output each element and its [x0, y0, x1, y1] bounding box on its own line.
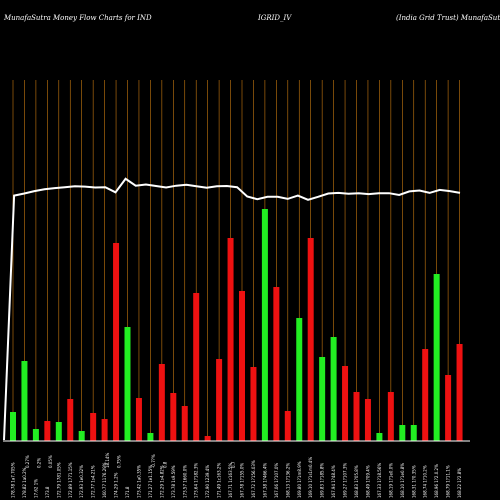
- x-tick-label: 169.83 1?185.8%: [320, 463, 325, 498]
- money-flow-bar: [113, 243, 120, 441]
- x-tick-label: 172.89 1771.15%: [68, 462, 73, 498]
- money-flow-bar: [433, 274, 440, 441]
- money-flow-bar: [364, 399, 371, 441]
- x-tick-label: 169.80 1?1m8.9%: [297, 461, 302, 498]
- x-tick-label: 168.13 1?136.2%: [285, 463, 290, 498]
- x-tick-label: 167.06 1?107.0%: [274, 463, 279, 498]
- x-tick-label: 172.77 1s4.21%: [91, 465, 96, 498]
- money-flow-bar: [181, 406, 188, 441]
- x-tick-label-extra: 0.8: [162, 461, 167, 468]
- x-tick-label: 167.33 1?18.56%: [377, 463, 382, 498]
- chart-title-left: MunafaSutra Money Flow Charts for IND: [3, 14, 152, 22]
- money-flow-bar: [67, 399, 74, 441]
- money-flow-bar: [216, 359, 223, 441]
- x-tick-label: 168.83 1?05.8%: [354, 465, 359, 498]
- x-tick-label: 168.22 1?2.8%: [457, 468, 462, 498]
- x-tick-label: 167.38 1?466.4%: [262, 463, 267, 498]
- x-tick-label: 168.74 1?10.2%: [423, 465, 428, 498]
- money-flow-bar: [193, 293, 200, 441]
- x-tick-label: 171.49 1c163.2%: [217, 463, 222, 498]
- x-tick-label: 168.31 1?0.35%: [411, 465, 416, 498]
- money-flow-bar: [284, 411, 291, 441]
- money-flow-bar: [250, 367, 257, 441]
- x-tick-label-extra: 0.7: [231, 461, 236, 468]
- x-tick-label: 167.94 1?48.4%: [331, 465, 336, 498]
- money-flow-bar: [307, 238, 314, 441]
- money-flow-bar: [319, 357, 326, 441]
- money-flow-bar: [376, 433, 383, 441]
- money-flow-bar: [170, 393, 177, 441]
- x-tick-label: 173.8: [45, 486, 50, 498]
- x-tick-label: 171.8: [125, 486, 130, 498]
- x-tick-label-extra: -0.7?%: [151, 454, 156, 468]
- x-tick-label: 160.77 1176.29%: [102, 462, 107, 498]
- x-tick-label: 173.57 1660.0%: [182, 465, 187, 498]
- money-flow-bar: [44, 421, 51, 441]
- money-flow-bar: [445, 375, 452, 441]
- x-tick-label: 168.49 1?09.4%: [365, 465, 370, 498]
- money-flow-bar: [261, 209, 268, 441]
- money-flow-bar: [353, 392, 360, 441]
- money-flow-bar: [330, 337, 337, 441]
- chart-title-right: (India Grid Trust) MunafaSutra.com: [396, 14, 500, 22]
- x-tick-label: 172.90 1239.4%: [205, 465, 210, 498]
- x-tick-label-extra: 0.27%: [25, 455, 30, 468]
- x-tick-label: 167.71 1c163.5%: [228, 463, 233, 498]
- money-flow-bar: [101, 419, 108, 441]
- money-flow-bar: [227, 238, 234, 441]
- x-tick-label: 167.72 1?156.03%: [251, 460, 256, 498]
- x-tick-label: 173.42 1a0.35%: [136, 465, 141, 498]
- money-flow-bar: [399, 425, 406, 441]
- x-tick-label-extra: 0.05%: [48, 455, 53, 468]
- x-axis-tick-labels: 178.78 1a7.705% 178.82 1a0.2% 17.62 1% 173.…: [11, 453, 463, 498]
- x-tick-label: 168.96 1?2.0.2%: [434, 464, 439, 498]
- x-tick-label: 172.93 1e0.32%: [79, 465, 84, 498]
- money-flow-bars: [10, 209, 463, 441]
- money-flow-bar: [32, 429, 39, 441]
- money-flow-bar: [296, 318, 303, 441]
- x-tick-label: 168.10 1?1e0.8%: [400, 463, 405, 498]
- money-flow-bar: [456, 344, 463, 441]
- chart-title-center: IGRID_IV: [257, 14, 292, 22]
- x-tick-label: 168.79 1?11.1%: [446, 465, 451, 498]
- money-flow-bar: [204, 436, 211, 441]
- money-flow-bar: [273, 287, 280, 441]
- x-tick-label: 169.10 1?1s1m0.4%: [308, 457, 313, 498]
- price-line: [3, 177, 461, 441]
- x-tick-label: 173.78 1s9.59%: [171, 465, 176, 498]
- x-tick-label: 172.29 1s4.82%: [159, 465, 164, 498]
- money-flow-bar: [239, 291, 245, 441]
- x-tick-label: 167.78 1?155.0%: [240, 463, 245, 498]
- money-flow-bar: [387, 392, 394, 441]
- money-flow-bar: [410, 425, 417, 441]
- x-tick-label: 172.79 1781.05%: [56, 462, 61, 498]
- x-tick-label-extra: 0.75%: [117, 455, 122, 468]
- money-flow-bar: [342, 366, 349, 441]
- money-flow-bar: [135, 398, 142, 441]
- money-flow-bar: [90, 413, 97, 441]
- x-tick-label-extra: 0.2%: [36, 458, 41, 468]
- x-tick-label: 169.27 1?107.3%: [343, 463, 348, 498]
- x-tick-label: 171.27 1e1.15%: [148, 465, 153, 498]
- money-flow-bar: [158, 364, 165, 441]
- x-tick-label-extra: 18.14%: [105, 453, 110, 468]
- x-tick-label: 173.64 1?182.3%: [194, 463, 199, 498]
- money-flow-bar: [78, 431, 85, 441]
- x-tick-label: 178.78 1a7.705%: [11, 462, 16, 498]
- x-tick-label: 17.62 1%: [33, 479, 38, 498]
- x-tick-label: 178.82 1a0.2%: [22, 467, 27, 498]
- money-flow-bar: [147, 433, 154, 441]
- money-flow-bar: [21, 361, 28, 441]
- x-tick-label: 168.19 1?1e0.0%: [388, 463, 393, 498]
- money-flow-bar: [422, 349, 429, 441]
- money-flow-bar: [124, 327, 131, 441]
- x-tick-label: 174.29 1.2%: [114, 472, 119, 498]
- money-flow-bar: [55, 422, 62, 441]
- money-flow-bar: [10, 412, 16, 441]
